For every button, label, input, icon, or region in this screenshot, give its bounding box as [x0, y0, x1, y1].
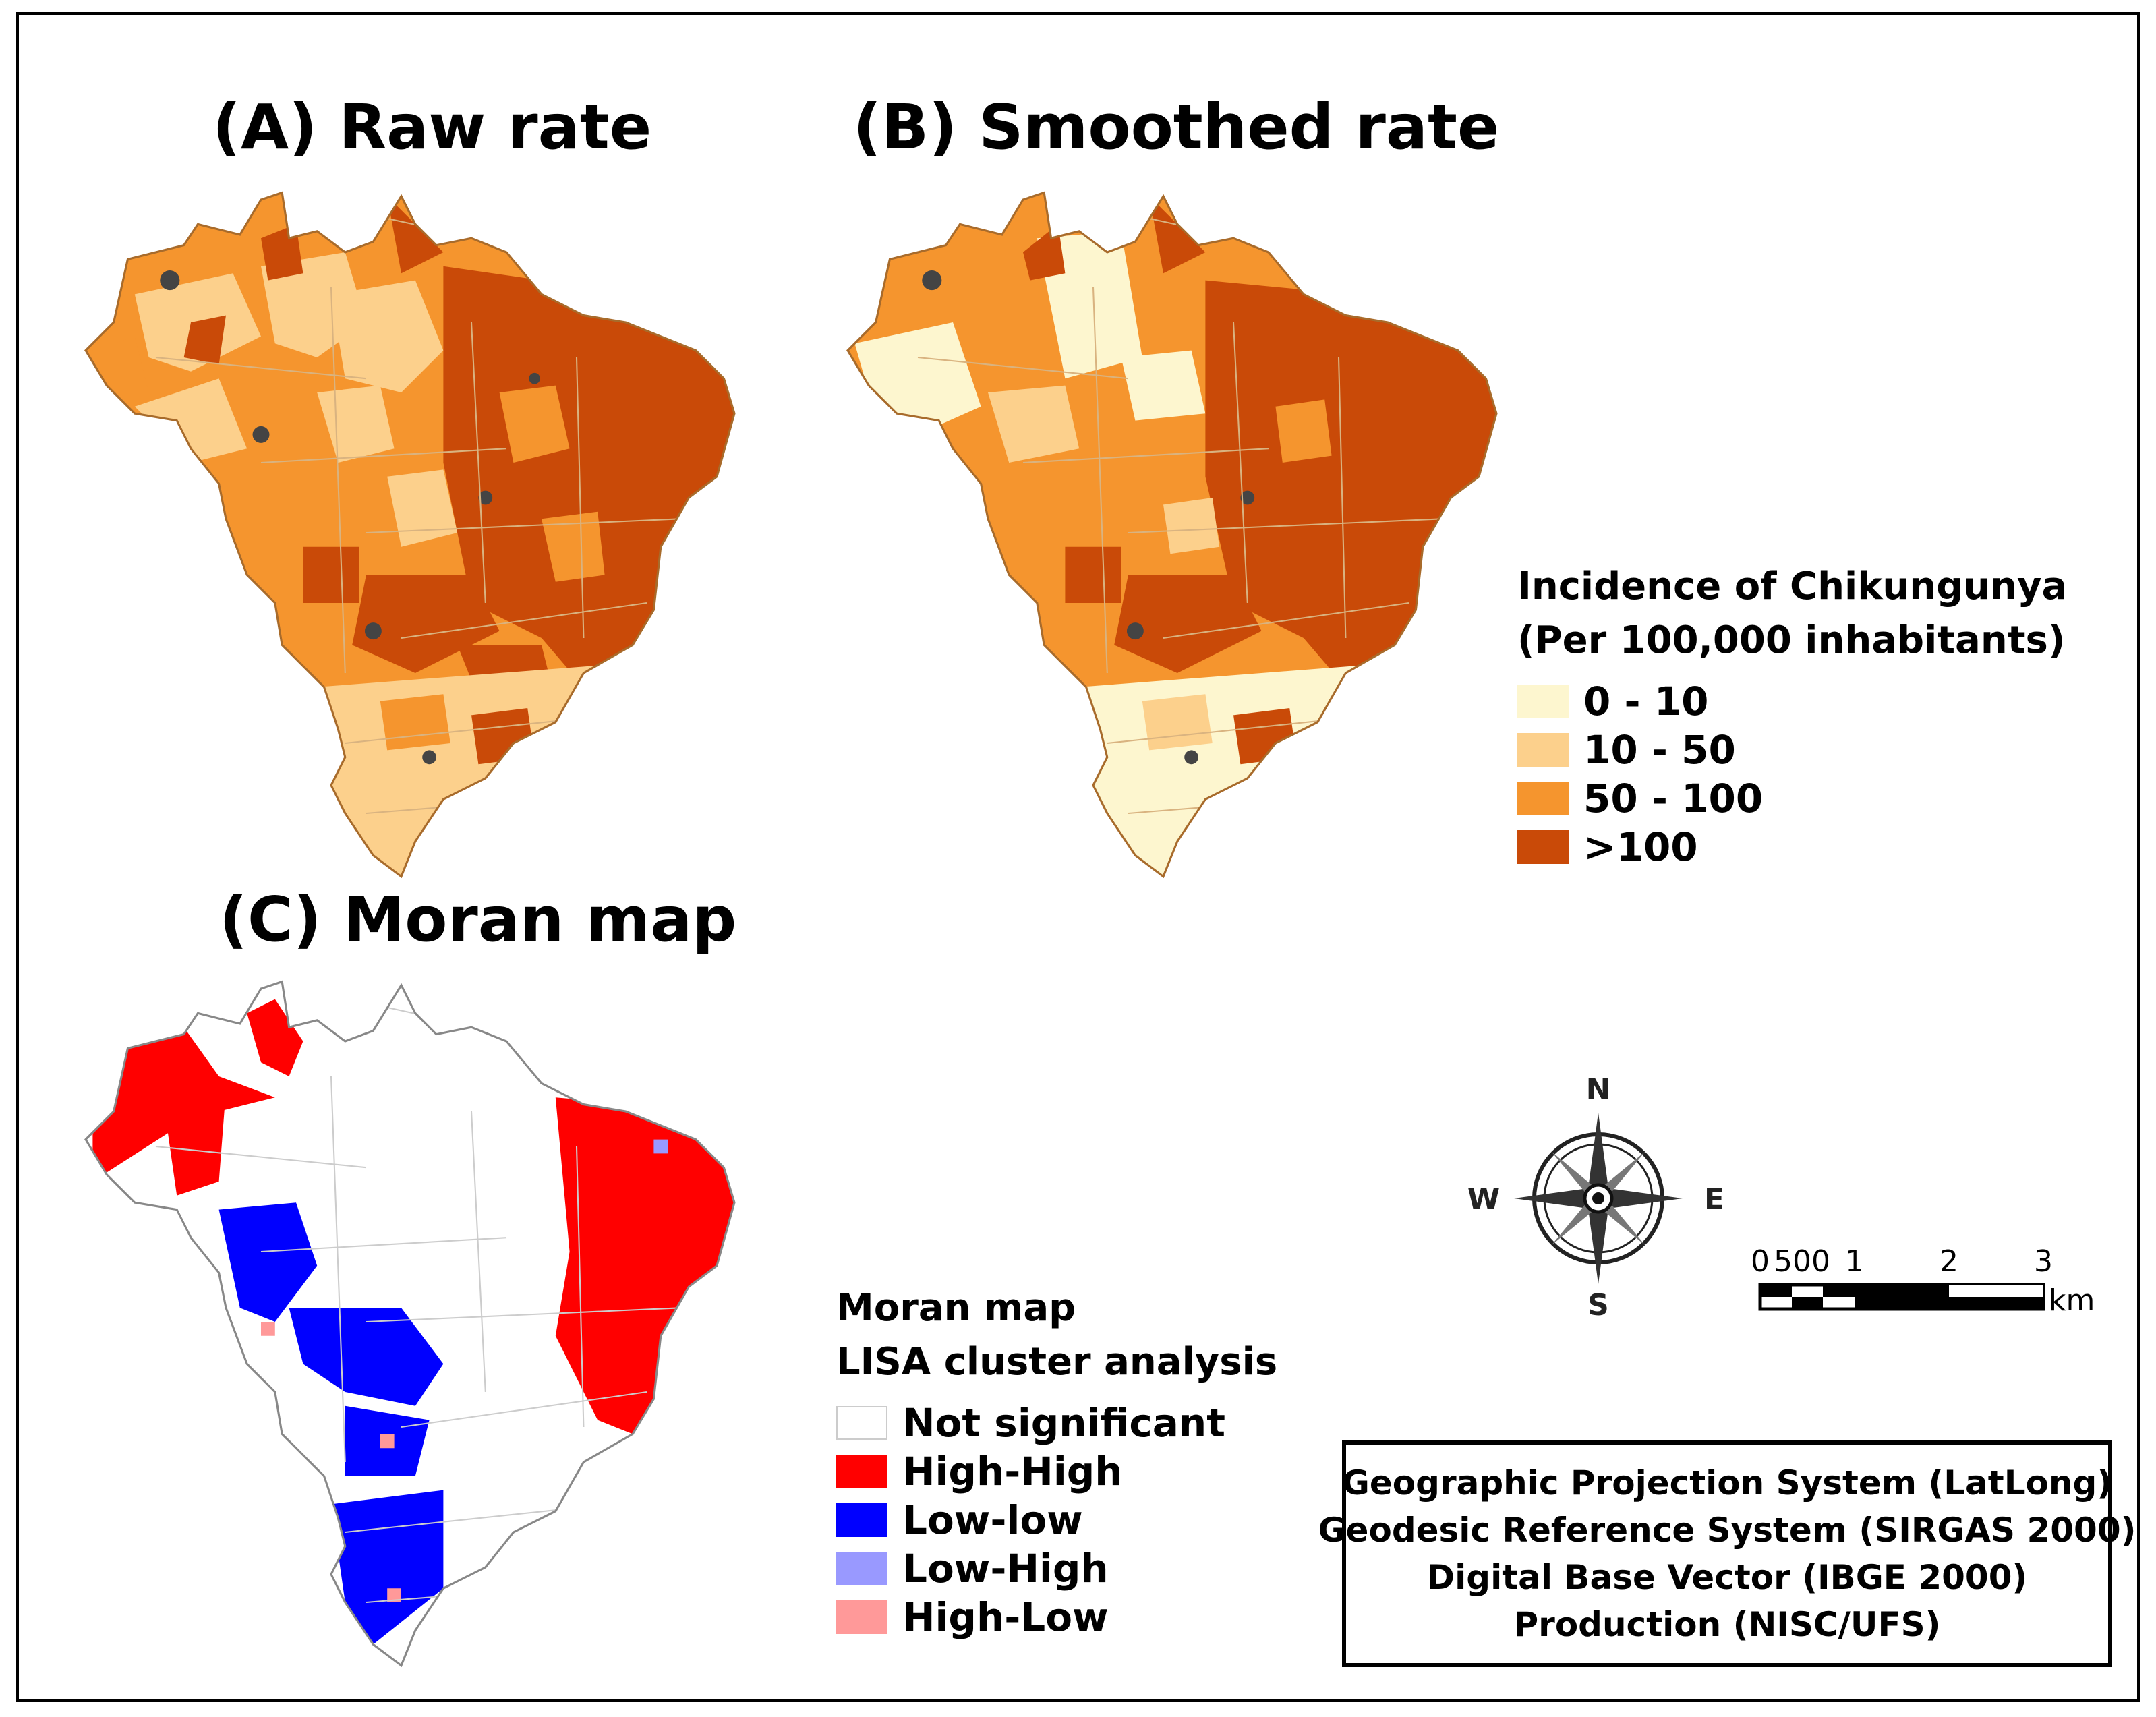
credit-line: Geodesic Reference System (SIRGAS 2000)	[1318, 1511, 2136, 1550]
scale-seg	[1792, 1297, 1823, 1309]
legend-swatch	[1517, 830, 1569, 864]
legend-label: High-Low	[902, 1594, 1109, 1640]
legend-swatch	[1517, 733, 1569, 767]
scale-tick-label: 2	[1940, 1244, 1958, 1279]
scale-bar: 0 500 1 2 3 km	[1751, 1244, 2095, 1318]
scale-seg	[1949, 1297, 2043, 1309]
legend-swatch	[836, 1503, 887, 1537]
scale-tick-label: 1	[1845, 1244, 1864, 1279]
moran-legend: Moran map LISA cluster analysis Not sign…	[836, 1281, 1277, 1641]
legend-swatch	[836, 1455, 887, 1488]
legend-row: 50 - 100	[1517, 774, 2067, 823]
legend-label: 0 - 10	[1583, 678, 1709, 724]
legend-row: >100	[1517, 823, 2067, 871]
legend-swatch	[836, 1406, 887, 1440]
credit-line: Production (NISC/UFS)	[1513, 1605, 1941, 1644]
legend-row: Not significant	[836, 1399, 1277, 1447]
scale-tick-label: 500	[1774, 1244, 1830, 1279]
compass-rose: N S W E	[1467, 1072, 1724, 1322]
compass-west-label: W	[1467, 1182, 1501, 1217]
raw-rate-map	[84, 192, 736, 878]
incidence-legend-subtitle: (Per 100,000 inhabitants)	[1517, 618, 2066, 662]
scale-tick-label: 3	[2034, 1244, 2053, 1279]
moran-legend-title: Moran map	[836, 1286, 1076, 1330]
compass-east-label: E	[1704, 1182, 1724, 1217]
compass-north-label: N	[1586, 1072, 1611, 1107]
compass-south-label: S	[1587, 1288, 1609, 1322]
legend-row: Low-low	[836, 1496, 1277, 1544]
credits-box: Geographic Projection System (LatLong) G…	[1318, 1440, 2136, 1667]
smoothed-rate-map	[846, 192, 1498, 878]
smoothed-rate-title: (B) Smoothed rate	[853, 91, 1500, 163]
legend-label: High-High	[902, 1449, 1123, 1494]
moran-map-title: (C) Moran map	[219, 883, 737, 956]
legend-swatch	[1517, 685, 1569, 718]
figure-frame	[16, 12, 2140, 1702]
legend-row: Low-High	[836, 1544, 1277, 1593]
scale-seg	[1949, 1285, 2043, 1297]
scale-seg	[1855, 1285, 1949, 1297]
legend-label: Not significant	[902, 1400, 1225, 1446]
legend-label: 50 - 100	[1583, 776, 1764, 821]
credit-line: Digital Base Vector (IBGE 2000)	[1426, 1558, 2028, 1597]
legend-label: Low-low	[902, 1497, 1083, 1543]
legend-label: 10 - 50	[1583, 727, 1736, 773]
legend-row: 10 - 50	[1517, 726, 2067, 774]
scale-unit-label: km	[2049, 1283, 2095, 1318]
raw-rate-title: (A) Raw rate	[212, 91, 652, 163]
legend-swatch	[836, 1600, 887, 1634]
scale-seg	[1823, 1285, 1855, 1297]
legend-swatch	[1517, 782, 1569, 815]
legend-row: High-Low	[836, 1593, 1277, 1641]
legend-label: Low-High	[902, 1546, 1109, 1592]
incidence-legend: Incidence of Chikungunya (Per 100,000 in…	[1517, 560, 2067, 871]
moran-legend-subtitle: LISA cluster analysis	[836, 1340, 1278, 1384]
legend-label: >100	[1583, 824, 1698, 870]
scale-tick-label: 0	[1751, 1244, 1770, 1279]
credit-line: Geographic Projection System (LatLong)	[1341, 1463, 2113, 1503]
legend-row: 0 - 10	[1517, 677, 2067, 726]
scale-seg	[1760, 1285, 1792, 1297]
incidence-legend-title: Incidence of Chikungunya	[1517, 564, 2068, 608]
legend-swatch	[836, 1552, 887, 1585]
moran-lisa-map	[84, 981, 736, 1667]
scale-seg	[1855, 1297, 1949, 1309]
legend-row: High-High	[836, 1447, 1277, 1496]
